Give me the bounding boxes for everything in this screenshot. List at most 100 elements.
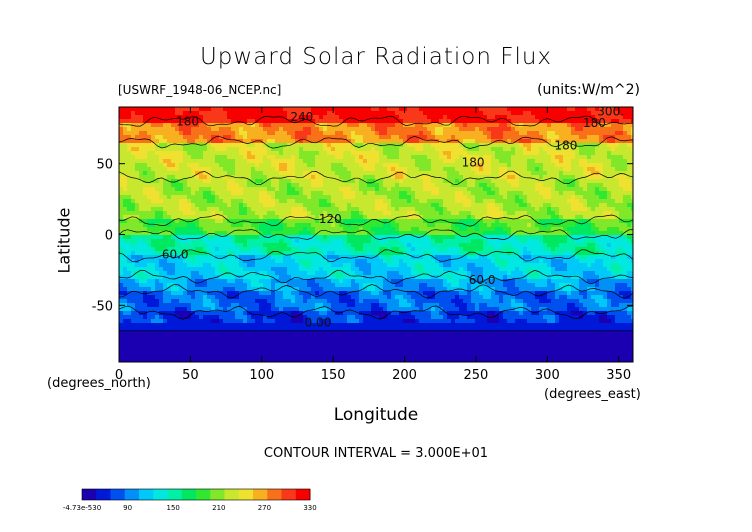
heatmap-cell [395, 211, 400, 216]
heatmap-cell [451, 227, 456, 232]
heatmap-cell [615, 175, 620, 180]
heatmap-cell [179, 251, 184, 256]
heatmap-cell [291, 203, 296, 208]
heatmap-cell [451, 187, 456, 192]
heatmap-cell [619, 199, 624, 204]
heatmap-cell [547, 215, 552, 220]
source-filename: [USWRF_1948-06_NCEP.nc] [118, 83, 282, 97]
heatmap-cell [547, 111, 552, 116]
heatmap-cell [203, 223, 208, 228]
heatmap-cell [395, 243, 400, 248]
heatmap-cell [615, 155, 620, 160]
heatmap-cell [439, 159, 444, 164]
heatmap-cell [371, 163, 376, 168]
heatmap-cell [411, 171, 416, 176]
heatmap-cell [299, 203, 304, 208]
heatmap-cell [419, 231, 424, 236]
heatmap-cell [159, 211, 164, 216]
heatmap-cell [339, 191, 344, 196]
heatmap-cell [227, 147, 232, 152]
heatmap-cell [387, 171, 392, 176]
heatmap-cell [463, 199, 468, 204]
heatmap-cell [155, 223, 160, 228]
heatmap-cell [599, 247, 604, 252]
heatmap-cell [499, 251, 504, 256]
heatmap-cell [459, 127, 464, 132]
heatmap-cell [407, 179, 412, 184]
heatmap-cell [215, 139, 220, 144]
heatmap-cell [411, 155, 416, 160]
heatmap-cell [527, 211, 532, 216]
heatmap-cell [455, 131, 460, 136]
heatmap-cell [131, 231, 136, 236]
heatmap-cell [231, 171, 236, 176]
heatmap-cell [631, 139, 633, 144]
heatmap-cell [207, 155, 212, 160]
heatmap-cell [531, 183, 536, 188]
heatmap-cell [511, 127, 516, 132]
heatmap-cell [147, 227, 152, 232]
heatmap-cell [371, 211, 376, 216]
heatmap-cell [159, 171, 164, 176]
heatmap-cell [431, 167, 436, 172]
heatmap-cell [539, 151, 544, 156]
heatmap-cell [599, 143, 604, 148]
heatmap-cell [519, 175, 524, 180]
heatmap-cell [551, 155, 556, 160]
heatmap-cell [591, 219, 596, 224]
heatmap-cell [427, 143, 432, 148]
heatmap-cell [455, 159, 460, 164]
heatmap-cell [347, 215, 352, 220]
heatmap-cell [595, 135, 600, 140]
heatmap-cell [527, 187, 532, 192]
heatmap-cell [143, 119, 148, 124]
heatmap-cell [431, 211, 436, 216]
heatmap-cell [627, 247, 632, 252]
heatmap-cell [291, 223, 296, 228]
heatmap-cell [503, 251, 508, 256]
heatmap-cell [139, 195, 144, 200]
heatmap-cell [359, 219, 364, 224]
heatmap-cell [527, 231, 532, 236]
heatmap-cell [319, 187, 324, 192]
heatmap-cell [419, 247, 424, 252]
heatmap-cell [359, 131, 364, 136]
heatmap-cell [183, 187, 188, 192]
heatmap-cell [615, 111, 620, 116]
heatmap-cell [227, 143, 232, 148]
heatmap-cell [367, 195, 372, 200]
heatmap-cell [443, 215, 448, 220]
heatmap-cell [391, 147, 396, 152]
heatmap-cell [299, 171, 304, 176]
heatmap-cell [347, 259, 352, 264]
heatmap-cell [119, 155, 124, 160]
heatmap-cell [131, 207, 136, 212]
heatmap-cell [603, 123, 608, 128]
heatmap-cell [379, 195, 384, 200]
heatmap-cell [515, 143, 520, 148]
heatmap-cell [543, 167, 548, 172]
heatmap-cell [303, 219, 308, 224]
heatmap-cell [487, 199, 492, 204]
heatmap-cell [603, 143, 608, 148]
heatmap-cell [123, 227, 128, 232]
heatmap-cell [207, 107, 212, 112]
heatmap-cell [223, 251, 228, 256]
heatmap-cell [299, 219, 304, 224]
heatmap-cell [435, 215, 440, 220]
heatmap-cell [447, 255, 452, 260]
heatmap-cell [399, 219, 404, 224]
heatmap-cell [339, 167, 344, 172]
heatmap-cell [315, 159, 320, 164]
heatmap-cell [431, 107, 436, 112]
heatmap-cell [119, 243, 124, 248]
heatmap-cell [287, 179, 292, 184]
heatmap-cell [551, 131, 556, 136]
heatmap-cell [303, 223, 308, 228]
heatmap-cell [447, 251, 452, 256]
heatmap-cell [123, 151, 128, 156]
heatmap-cell [427, 147, 432, 152]
heatmap-cell [467, 159, 472, 164]
heatmap-cell [231, 123, 236, 128]
heatmap-cell [215, 171, 220, 176]
